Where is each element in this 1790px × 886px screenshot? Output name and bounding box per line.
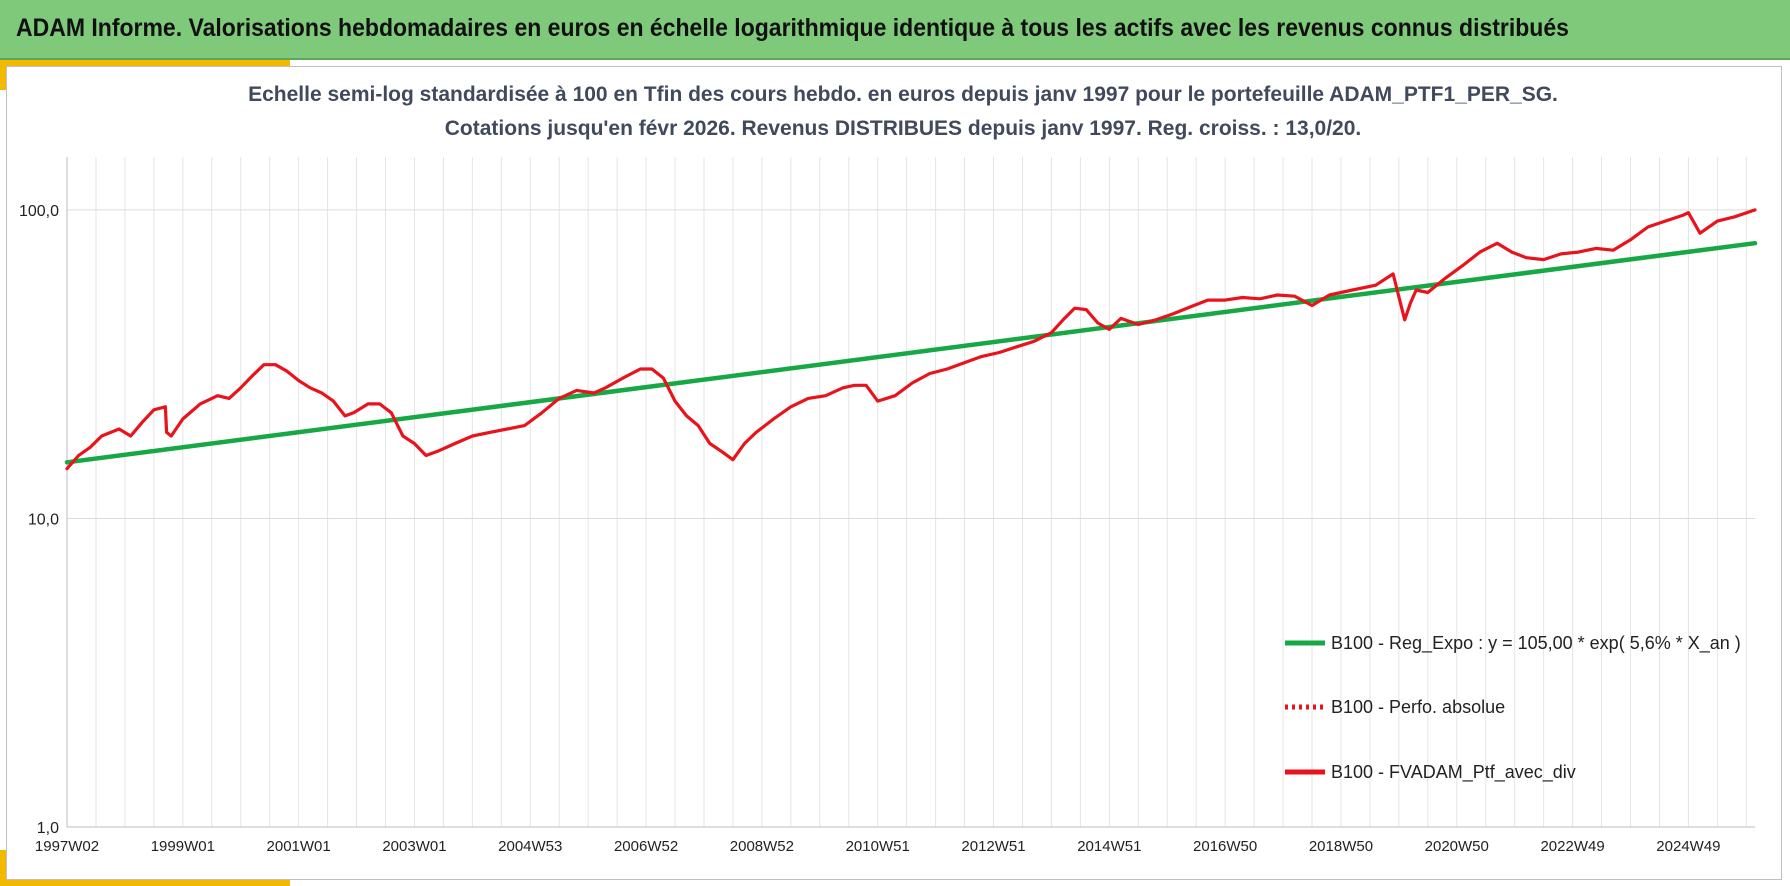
x-tick-label: 2004W53 [498,838,562,855]
accent-bar-top [0,60,290,68]
x-tick-label: 2003W01 [382,838,446,855]
accent-bar-bottom [0,877,290,886]
portfolio-line [65,208,1757,471]
x-tick-label: 2014W51 [1077,838,1141,855]
x-tick-label: 2008W52 [730,838,794,855]
grid-lines [66,157,1755,828]
x-tick-label: 2024W49 [1656,838,1720,855]
header-banner: ADAM Informe. Valorisations hebdomadaire… [0,0,1790,60]
x-tick-label: 1997W02 [35,838,99,855]
x-axis-ticks: 1997W02 1999W01 2001W01 2003W01 2004W53 2006W… [35,838,1721,855]
chart-title-line-2: Cotations jusqu'en févr 2026. Revenus DI… [445,117,1361,140]
accent-bar-left-bottom [0,850,8,886]
series-lines [64,208,1758,471]
chart-area: Echelle semi-log standardisée à 100 en T… [6,66,1782,880]
regression-line [64,240,1758,465]
x-tick-label: 2020W50 [1425,838,1489,855]
legend-label-regression: B100 - Reg_Expo : y = 105,00 * exp( 5,6%… [1331,633,1741,654]
x-tick-label: 2018W50 [1309,838,1373,855]
x-tick-label: 2022W49 [1540,838,1604,855]
y-axis-ticks: 1,0 10,0 100,0 [19,203,59,837]
y-tick-label: 100,0 [19,203,59,220]
x-tick-label: 2016W50 [1193,838,1257,855]
legend-label-portfolio: B100 - FVADAM_Ptf_avec_div [1331,762,1576,783]
chart-svg: Echelle semi-log standardisée à 100 en T… [19,83,1758,855]
y-tick-label: 10,0 [28,511,59,528]
y-tick-label: 1,0 [37,820,59,837]
chart-title-line-1: Echelle semi-log standardisée à 100 en T… [248,83,1558,106]
x-tick-label: 2001W01 [267,838,331,855]
legend-label-perf-absolue: B100 - Perfo. absolue [1331,697,1505,717]
x-tick-label: 2012W51 [961,838,1025,855]
accent-bar-left-top [0,60,8,90]
x-tick-label: 2006W52 [614,838,678,855]
legend: B100 - Reg_Expo : y = 105,00 * exp( 5,6%… [1285,633,1741,783]
page-title: ADAM Informe. Valorisations hebdomadaire… [16,14,1569,42]
x-tick-label: 2010W51 [846,838,910,855]
x-tick-label: 1999W01 [151,838,215,855]
